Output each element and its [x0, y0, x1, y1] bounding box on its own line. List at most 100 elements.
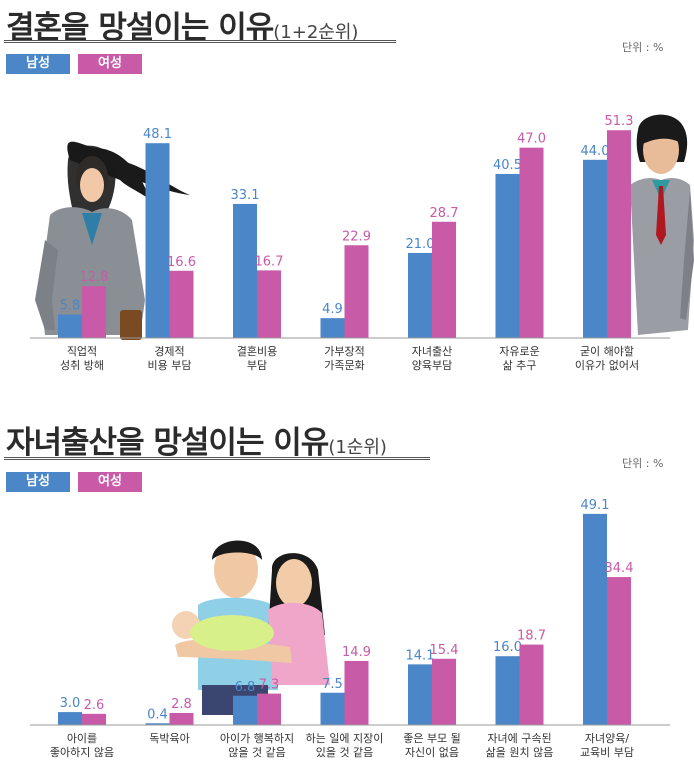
bar — [519, 644, 544, 725]
bar — [495, 173, 520, 338]
data-label: 15.4 — [430, 643, 459, 658]
category-label: 있을 것 같음 — [316, 746, 374, 759]
data-label: 18.7 — [517, 629, 546, 644]
category-label: 직업적 — [67, 345, 97, 358]
category-label: 이유가 없어서 — [575, 359, 639, 372]
bar — [432, 221, 456, 338]
category-label: 가부장적 — [324, 345, 364, 358]
bar — [583, 159, 607, 338]
bar — [408, 664, 432, 725]
chart-title-sub: (1순위) — [328, 437, 387, 458]
data-label: 48.1 — [143, 127, 172, 142]
bar — [58, 712, 82, 725]
category-label: 아이를 — [67, 732, 97, 745]
category-label: 비용 부담 — [148, 359, 192, 372]
data-label: 14.9 — [342, 645, 371, 660]
category-label: 삶을 원치 않음 — [486, 746, 554, 759]
category-label: 않을 것 같음 — [228, 746, 286, 759]
bar — [233, 695, 257, 725]
data-label: 16.6 — [167, 255, 196, 270]
woman-illustration-icon — [35, 141, 190, 340]
bar — [58, 314, 82, 338]
bar — [82, 713, 106, 725]
unit-label: 단위 : % — [622, 41, 664, 54]
data-label: 28.7 — [430, 206, 459, 221]
category-label: 굳이 해야할 — [580, 344, 634, 358]
category-label: 가족문화 — [324, 359, 364, 372]
data-label: 16.0 — [493, 640, 522, 655]
data-label: 34.4 — [605, 561, 634, 576]
category-label: 자신이 없음 — [405, 746, 459, 759]
category-label: 교육비 부담 — [580, 746, 634, 759]
bar — [145, 723, 170, 725]
chart-title: 자녀출산을 망설이는 이유(1순위) — [6, 417, 387, 462]
title-underline — [4, 457, 430, 460]
legend-female: 여성 — [78, 472, 142, 492]
data-label: 40.5 — [493, 158, 522, 173]
category-label: 자유로운 — [499, 345, 539, 358]
category-label: 자녀에 구속된 — [487, 732, 551, 745]
man-illustration-icon — [630, 114, 694, 335]
data-label: 5.8 — [60, 299, 81, 314]
data-label: 51.3 — [605, 114, 634, 129]
data-label: 2.8 — [171, 697, 192, 712]
data-label: 3.0 — [60, 696, 81, 711]
chart-panel-childbirth: 자녀출산을 망설이는 이유(1순위) 단위 : % 남성 여성 3.0 2.6 아이… — [0, 385, 694, 766]
category-label: 좋아하지 않음 — [50, 745, 114, 759]
data-label: 12.8 — [80, 270, 109, 285]
data-label: 49.1 — [581, 498, 610, 513]
category-label: 독박육아 — [149, 732, 189, 745]
bar — [344, 660, 369, 725]
title-underline — [4, 40, 396, 43]
legend-male: 남성 — [6, 54, 70, 74]
bar — [320, 692, 345, 725]
data-label: 33.1 — [231, 188, 260, 203]
unit-label: 단위 : % — [622, 457, 664, 470]
category-label: 하는 일에 지장이 — [306, 731, 384, 745]
data-label: 21.0 — [406, 237, 435, 252]
chart-panel-marriage: 결혼을 망설이는 이유(1+2순위) 단위 : % 남성 여성 5.8 12.8 직… — [4, 10, 694, 372]
data-label: 44.0 — [581, 144, 610, 159]
category-label: 자녀출산 — [412, 345, 452, 358]
category-label: 경제적 — [154, 345, 184, 358]
data-label: 0.4 — [147, 707, 168, 722]
category-label: 자녀양육/ — [585, 732, 629, 745]
category-label: 성취 방해 — [60, 358, 104, 372]
bar — [495, 656, 520, 725]
bar — [607, 130, 631, 338]
bar — [344, 245, 369, 338]
category-label: 양육부담 — [412, 359, 452, 372]
data-label: 14.1 — [406, 648, 435, 663]
data-label: 6.8 — [235, 680, 256, 695]
data-label: 16.7 — [255, 254, 284, 269]
bar — [145, 143, 170, 338]
data-label: 2.6 — [84, 698, 105, 713]
category-label: 좋은 부모 될 — [403, 731, 461, 745]
chart-title-sub: (1+2순위) — [273, 22, 359, 43]
category-label: 부담 — [247, 359, 267, 372]
bar — [408, 252, 432, 338]
bar — [583, 513, 607, 725]
family-illustration-icon — [172, 540, 330, 715]
legend-female: 여성 — [78, 54, 142, 74]
bar — [82, 286, 106, 338]
bar — [519, 147, 544, 338]
data-label: 7.3 — [259, 678, 280, 693]
bar — [320, 318, 345, 338]
category-label: 아이가 행복하지 — [220, 731, 294, 745]
bar — [607, 577, 631, 725]
legend-male: 남성 — [6, 472, 70, 492]
bar — [257, 693, 281, 725]
chart-title-main: 자녀출산을 망설이는 이유 — [6, 425, 329, 461]
data-label: 47.0 — [517, 132, 546, 147]
data-label: 22.9 — [342, 229, 371, 244]
data-label: 7.5 — [322, 677, 343, 692]
bar — [169, 270, 194, 338]
bar — [432, 658, 456, 725]
category-label: 결혼비용 — [237, 345, 277, 358]
bar — [169, 712, 194, 725]
bar — [257, 270, 281, 338]
data-label: 4.9 — [322, 302, 343, 317]
